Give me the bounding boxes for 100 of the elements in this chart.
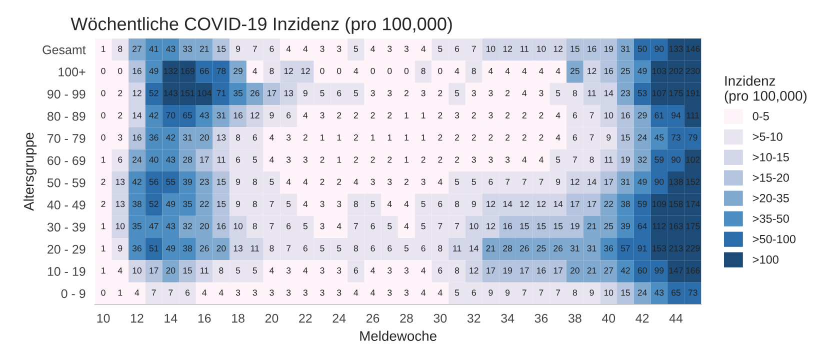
data-label: 15 <box>554 223 563 230</box>
data-label: 66 <box>200 68 209 74</box>
data-label: 16 <box>132 134 142 141</box>
y-tick-label: 60 - 69 <box>48 156 86 166</box>
data-label: 16 <box>537 267 546 274</box>
data-label: 2 <box>118 90 122 96</box>
data-label: 2 <box>539 112 544 118</box>
data-label: 6 <box>354 267 358 274</box>
data-label: 31 <box>587 245 596 252</box>
data-label: 4 <box>556 68 560 74</box>
data-label: 56 <box>149 178 158 185</box>
data-label: 6 <box>388 245 392 252</box>
data-label: 7 <box>590 112 594 118</box>
data-label: 12 <box>588 68 596 74</box>
data-label: 2 <box>118 112 122 118</box>
data-label: 14 <box>470 245 478 252</box>
x-tick-label: 10 <box>97 314 110 323</box>
data-label: 15 <box>537 223 546 230</box>
data-label: 0 <box>118 68 122 74</box>
data-label: 3 <box>370 90 375 96</box>
data-label: 3 <box>337 200 342 208</box>
data-label: 6 <box>337 90 342 96</box>
x-tick-label: 38 <box>568 314 582 323</box>
data-label: 99 <box>654 267 664 274</box>
data-label: 43 <box>166 223 176 230</box>
data-label: 7 <box>539 178 544 185</box>
data-label: 6 <box>286 223 291 230</box>
data-label: 2 <box>404 90 408 96</box>
data-label: 45 <box>654 134 664 141</box>
data-label: 1 <box>102 245 106 252</box>
data-label: 10 <box>604 290 614 296</box>
x-tick-label: 20 <box>265 314 278 323</box>
data-label: 158 <box>669 200 683 208</box>
data-label: 5 <box>556 90 560 96</box>
data-label: 175 <box>686 223 700 230</box>
data-label: 5 <box>252 267 257 274</box>
data-label: 5 <box>370 200 375 208</box>
data-label: 2 <box>438 134 442 141</box>
data-label: 49 <box>166 245 176 252</box>
data-label: 42 <box>149 112 158 118</box>
data-label: 79 <box>688 134 698 141</box>
data-label: 13 <box>116 200 125 208</box>
data-label: 31 <box>570 245 580 252</box>
data-label: 15 <box>217 46 226 52</box>
data-label: 36 <box>604 245 614 252</box>
data-label: 2 <box>438 112 442 118</box>
data-label: 15 <box>570 46 580 52</box>
data-label: 43 <box>654 290 664 296</box>
data-label: 12 <box>520 200 529 208</box>
data-label: 53 <box>638 90 647 96</box>
data-label: 5 <box>454 178 460 185</box>
data-label: 43 <box>200 112 209 118</box>
data-label: 4 <box>286 46 291 52</box>
data-label: 2 <box>354 112 358 118</box>
data-label: 12 <box>486 200 496 208</box>
data-label: 5 <box>404 245 409 252</box>
data-label: 14 <box>604 90 614 96</box>
data-label: 10 <box>486 46 496 52</box>
data-label: 17 <box>268 90 276 96</box>
text: >5-10 <box>752 132 782 141</box>
data-label: 6 <box>236 156 240 163</box>
data-label: 3 <box>404 267 409 274</box>
data-label: 1 <box>404 112 408 118</box>
data-label: 8 <box>118 46 122 52</box>
data-label: 47 <box>149 223 158 230</box>
data-label: 9 <box>556 178 560 185</box>
data-label: 0 <box>101 90 106 96</box>
data-label: 2 <box>421 156 426 163</box>
data-label: 26 <box>554 245 563 252</box>
data-label: 4 <box>556 112 560 118</box>
data-label: 147 <box>669 267 683 274</box>
data-label: 4 <box>421 290 426 296</box>
data-label: 5 <box>286 200 291 208</box>
data-label: 112 <box>652 223 666 230</box>
data-label: 12 <box>570 178 580 185</box>
data-label: 3 <box>320 200 324 208</box>
data-label: 2 <box>101 178 106 185</box>
data-label: 4 <box>303 112 308 118</box>
data-label: 90 <box>654 178 664 185</box>
data-label: 202 <box>669 68 683 74</box>
data-label: 2 <box>388 156 392 163</box>
data-label: 6 <box>572 134 577 141</box>
data-label: 24 <box>638 134 647 141</box>
data-label: 16 <box>234 112 243 118</box>
data-label: 5 <box>556 156 560 163</box>
data-label: 4 <box>404 223 409 230</box>
data-label: 31 <box>620 46 630 52</box>
data-label: 5 <box>421 223 426 230</box>
data-label: 5 <box>320 245 324 252</box>
data-label: 49 <box>166 200 176 208</box>
data-label: 4 <box>303 178 308 185</box>
data-label: 0 <box>101 134 106 141</box>
data-label: 31 <box>620 178 630 185</box>
x-tick-label: 12 <box>130 314 144 323</box>
data-label: 15 <box>520 223 529 230</box>
data-label: 55 <box>166 178 176 185</box>
data-label: 4 <box>522 156 527 163</box>
data-label: 2 <box>506 134 510 141</box>
y-tick-label: 90 - 99 <box>48 90 86 99</box>
data-label: 109 <box>652 200 666 208</box>
